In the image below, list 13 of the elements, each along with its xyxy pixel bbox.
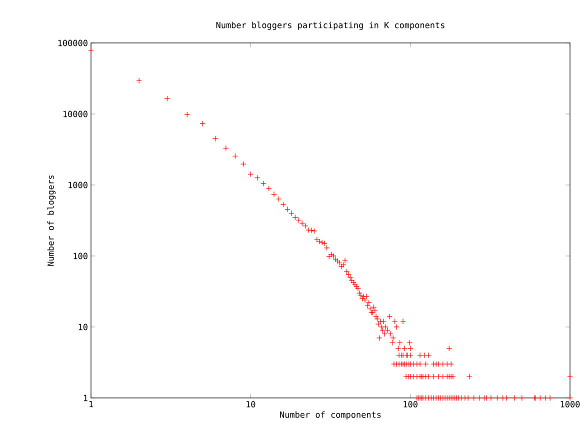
y-tick-label: 10 [78, 324, 88, 330]
y-tick-label: 1 [84, 394, 88, 402]
y-tick-label: 10000 [64, 110, 88, 118]
y-tick-label: 1000 [68, 182, 88, 188]
x-axis-title: Number of components [280, 411, 381, 420]
x-tick-label: 100 [404, 401, 418, 408]
x-tick-label: 1000 [560, 401, 580, 408]
x-tick-label: 10 [246, 401, 256, 408]
chart-title: Number bloggers participating in K components [216, 22, 444, 30]
y-tick-label: 100000 [58, 40, 88, 46]
y-axis-title: Number of bloggers [47, 175, 56, 266]
y-tick-label: 100 [74, 252, 88, 260]
x-tick-label: 1 [89, 401, 93, 408]
